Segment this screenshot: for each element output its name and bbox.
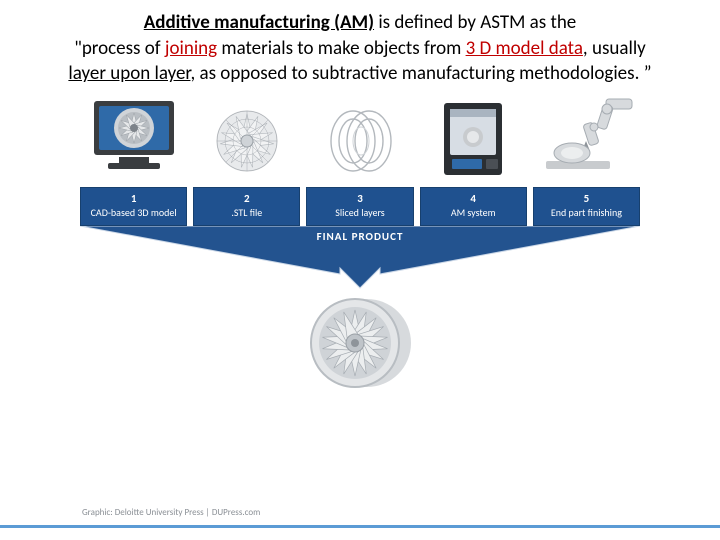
stage-number: 2 (196, 192, 297, 205)
stage-number: 5 (536, 192, 637, 205)
stage (80, 93, 187, 183)
sliced-rings-icon (306, 93, 413, 183)
def-term: Additive manufacturing (AM) (144, 11, 374, 34)
def-keyword: 3 D model data (466, 37, 583, 60)
final-product-label: FINAL PRODUCT (80, 230, 640, 243)
stage-icons-row (80, 93, 640, 183)
definition-text: Additive manufacturing (AM) is defined b… (0, 0, 720, 93)
stage-label-text: Sliced layers (335, 206, 384, 219)
stage-label-text: AM system (451, 206, 496, 219)
stage-label-text: CAD-based 3D model (91, 206, 177, 219)
stage-number: 4 (423, 192, 524, 205)
stl-mesh-icon (193, 93, 300, 183)
stage-number: 3 (309, 192, 410, 205)
stage-labels-row: 1 CAD-based 3D model 2 .STL file 3 Slice… (80, 187, 640, 226)
stage-label: 4 AM system (420, 187, 527, 226)
final-product-icon (80, 288, 640, 398)
process-figure: 1 CAD-based 3D model 2 .STL file 3 Slice… (80, 93, 640, 398)
def-seg: materials to make objects from (217, 37, 465, 60)
stage-label-text: .STL file (231, 206, 262, 219)
printer-icon (420, 93, 527, 183)
def-seg: is defined by ASTM as the (374, 11, 576, 34)
stage-number: 1 (83, 192, 184, 205)
def-keyword: joining (165, 37, 217, 60)
final-product-arrow: FINAL PRODUCT (80, 226, 640, 290)
stage-label: 5 End part finishing (533, 187, 640, 226)
footer-divider (0, 525, 720, 528)
stage (420, 93, 527, 183)
def-seg: "process of (74, 37, 165, 60)
graphic-credit: Graphic: Deloitte University Press | DUP… (82, 507, 260, 518)
stage-label: 1 CAD-based 3D model (80, 187, 187, 226)
stage-label-text: End part finishing (551, 206, 622, 219)
def-seg: , as opposed to subtractive manufacturin… (190, 62, 651, 85)
stage-label: 2 .STL file (193, 187, 300, 226)
monitor-turbine-icon (80, 93, 187, 183)
robot-arm-icon (533, 93, 640, 183)
def-seg: , usually (583, 37, 646, 60)
stage (533, 93, 640, 183)
stage (193, 93, 300, 183)
def-keyword: layer upon layer (68, 62, 190, 85)
stage (306, 93, 413, 183)
stage-label: 3 Sliced layers (306, 187, 413, 226)
